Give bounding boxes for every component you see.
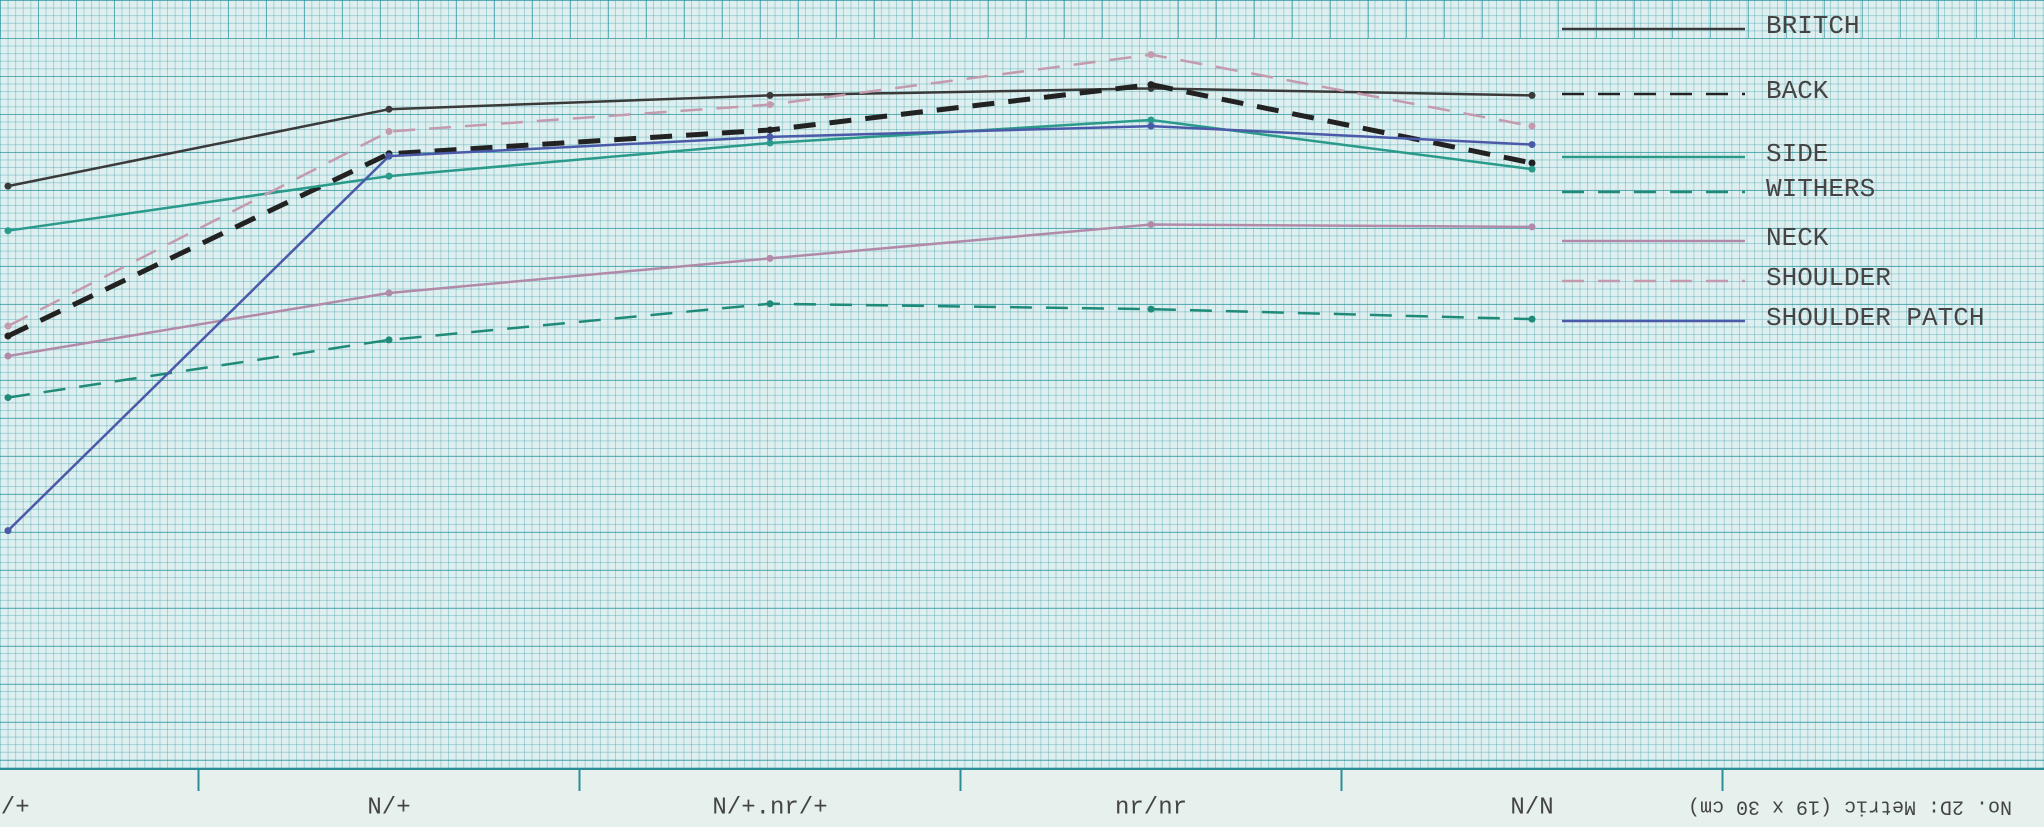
paper-note: No. 2D: Metric (19 x 30 cm) xyxy=(1688,795,2012,818)
legend-label: SHOULDER PATCH xyxy=(1766,303,1984,333)
legend-label: NECK xyxy=(1766,223,1829,253)
series-line xyxy=(7,223,1533,358)
data-point xyxy=(1147,51,1155,59)
data-point xyxy=(766,133,774,141)
data-point xyxy=(385,172,393,180)
data-point xyxy=(1147,122,1155,130)
data-point xyxy=(4,227,12,235)
data-point xyxy=(1528,91,1536,99)
data-point xyxy=(1147,221,1155,229)
data-point xyxy=(385,152,393,160)
data-point xyxy=(766,139,774,147)
data-point xyxy=(385,336,393,344)
legend-label: WITHERS xyxy=(1766,174,1875,204)
data-point xyxy=(766,91,774,99)
data-point xyxy=(1528,223,1536,231)
data-point xyxy=(766,101,774,109)
x-tick-label: nr/nr xyxy=(1115,794,1187,821)
data-point xyxy=(1528,165,1536,173)
data-point xyxy=(4,332,12,340)
legend-label: SIDE xyxy=(1766,139,1828,169)
data-point xyxy=(766,300,774,308)
data-point xyxy=(385,127,393,135)
legend-label: SHOULDER xyxy=(1766,263,1891,293)
data-point xyxy=(4,182,12,190)
data-point xyxy=(385,105,393,113)
legend-label: BACK xyxy=(1766,76,1829,106)
x-tick-label: +/+ xyxy=(0,794,30,821)
data-point xyxy=(1147,305,1155,313)
data-point xyxy=(4,394,12,402)
data-point xyxy=(1528,315,1536,323)
data-point xyxy=(766,126,774,134)
data-point xyxy=(1528,159,1536,167)
paper-margin xyxy=(0,769,2044,827)
data-point xyxy=(4,322,12,330)
data-point xyxy=(766,254,774,262)
x-tick-label: N/+ xyxy=(367,794,410,821)
legend-label: BRITCH xyxy=(1766,11,1860,41)
data-point xyxy=(1147,81,1155,89)
data-point xyxy=(1528,122,1536,130)
data-point xyxy=(1528,141,1536,149)
data-point xyxy=(1147,116,1155,124)
data-point xyxy=(385,289,393,297)
data-point xyxy=(4,352,12,360)
data-point xyxy=(4,527,12,535)
x-tick-label: N/+.nr/+ xyxy=(712,794,827,821)
x-tick-label: N/N xyxy=(1510,794,1553,821)
series-line xyxy=(7,124,1533,532)
